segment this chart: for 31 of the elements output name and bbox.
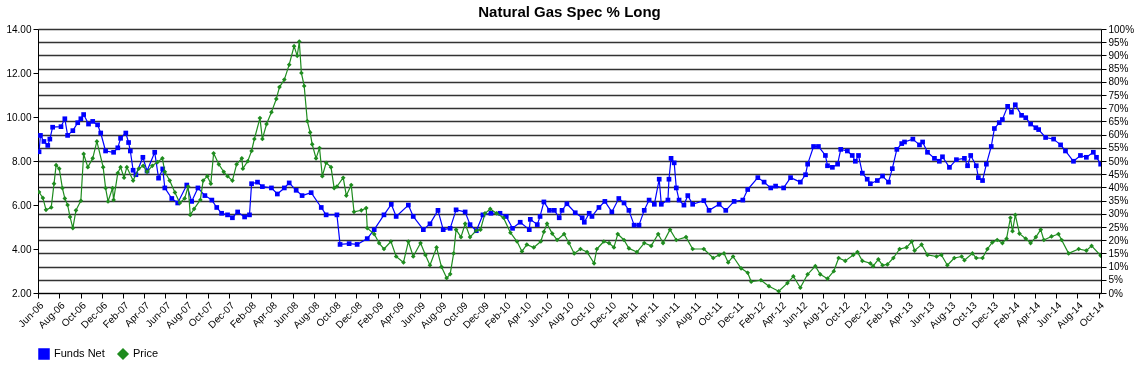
y-tick-label: 2.00 xyxy=(12,287,32,299)
y2-tick-label: 50% xyxy=(1108,155,1129,167)
y-tick-label: 14.00 xyxy=(6,23,32,35)
y-tick-label: 6.00 xyxy=(12,199,32,211)
legend-label: Funds Net xyxy=(54,347,105,359)
y2-tick-label: 80% xyxy=(1108,76,1129,88)
y2-tick-label: 30% xyxy=(1108,208,1129,220)
y2-tick-label: 0% xyxy=(1108,287,1124,299)
y2-tick-label: 40% xyxy=(1108,181,1129,193)
y2-tick-label: 70% xyxy=(1108,102,1129,114)
y2-tick-label: 95% xyxy=(1108,36,1129,48)
y-tick-label: 8.00 xyxy=(12,155,32,167)
legend-label: Price xyxy=(133,347,159,359)
y2-tick-label: 10% xyxy=(1108,261,1129,273)
y2-tick-label: 20% xyxy=(1108,234,1129,246)
y2-tick-label: 35% xyxy=(1108,195,1129,207)
y2-tick-label: 75% xyxy=(1108,89,1129,101)
y2-tick-label: 100% xyxy=(1108,23,1135,35)
y2-tick-label: 65% xyxy=(1108,115,1129,127)
y2-tick-label: 25% xyxy=(1108,221,1129,233)
y-tick-label: 4.00 xyxy=(12,243,32,255)
y2-tick-label: 55% xyxy=(1108,142,1129,154)
y-tick-label: 12.00 xyxy=(6,67,32,79)
y2-tick-label: 85% xyxy=(1108,63,1129,75)
y2-tick-label: 60% xyxy=(1108,129,1129,141)
chart-title: Natural Gas Spec % Long xyxy=(478,3,661,20)
y-tick-label: 10.00 xyxy=(6,111,32,123)
y2-tick-label: 45% xyxy=(1108,168,1129,180)
y2-tick-label: 90% xyxy=(1108,49,1129,61)
y2-tick-label: 5% xyxy=(1108,274,1124,286)
y2-tick-label: 15% xyxy=(1108,247,1129,259)
